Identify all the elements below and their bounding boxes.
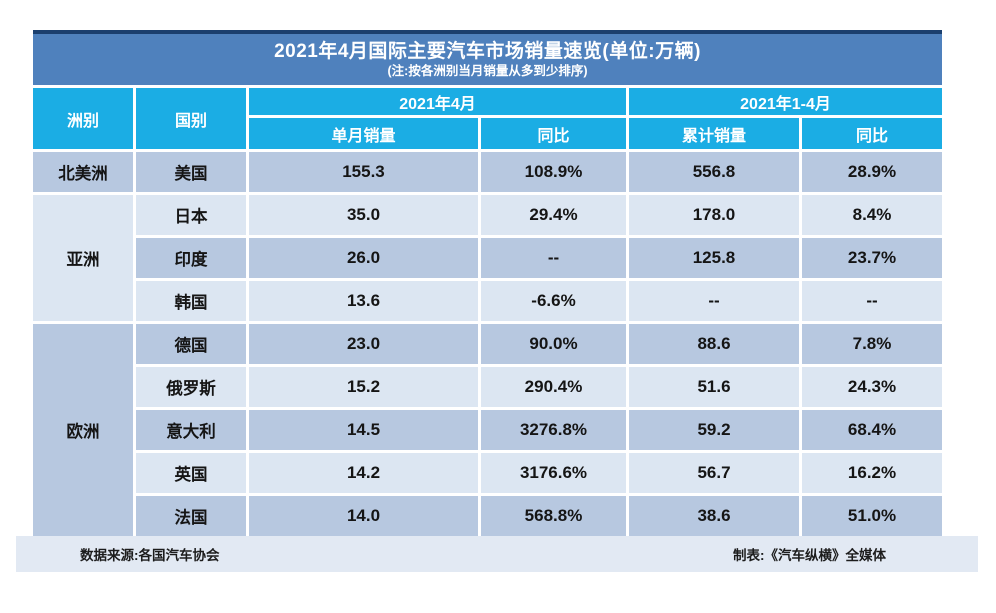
cell-country: 韩国 [136,281,246,321]
cell-monthly-sales: 14.0 [249,496,478,536]
cell-country: 印度 [136,238,246,278]
cell-cumulative-yoy: -- [802,281,943,321]
cell-monthly-yoy: 29.4% [481,195,626,235]
cell-cumulative-yoy: 68.4% [802,410,943,450]
col-header-cumulative-yoy: 同比 [802,118,943,149]
cell-country: 法国 [136,496,246,536]
cell-cumulative-sales: 38.6 [629,496,799,536]
col-group-april: 2021年4月 [249,88,626,115]
cell-continent: 欧洲 [33,324,133,536]
table-row: 意大利 14.5 3276.8% 59.2 68.4% [33,410,943,450]
cell-monthly-sales: 155.3 [249,152,478,192]
table-row: 北美洲 美国 155.3 108.9% 556.8 28.9% [33,152,943,192]
cell-continent: 北美洲 [33,152,133,192]
table-row: 法国 14.0 568.8% 38.6 51.0% [33,496,943,536]
cell-cumulative-sales: 556.8 [629,152,799,192]
sales-table: 洲别 国别 2021年4月 2021年1-4月 单月销量 同比 累计销量 同比 … [30,85,946,539]
cell-monthly-sales: 14.2 [249,453,478,493]
col-header-cumulative-sales: 累计销量 [629,118,799,149]
cell-cumulative-sales: 59.2 [629,410,799,450]
cell-country: 美国 [136,152,246,192]
table-row: 亚洲 日本 35.0 29.4% 178.0 8.4% [33,195,943,321]
col-header-monthly-sales: 单月销量 [249,118,478,149]
col-header-monthly-yoy: 同比 [481,118,626,149]
cell-monthly-sales: 26.0 [249,238,478,278]
cell-monthly-yoy: -6.6% [481,281,626,321]
cell-cumulative-sales: 125.8 [629,238,799,278]
cell-cumulative-yoy: 16.2% [802,453,943,493]
cell-cumulative-sales: 51.6 [629,367,799,407]
cell-cumulative-yoy: 51.0% [802,496,943,536]
cell-cumulative-yoy: 28.9% [802,152,943,192]
sales-table-wrap: 洲别 国别 2021年4月 2021年1-4月 单月销量 同比 累计销量 同比 … [30,85,946,539]
table-row: 俄罗斯 15.2 290.4% 51.6 24.3% [33,367,943,407]
cell-monthly-sales: 15.2 [249,367,478,407]
cell-country: 德国 [136,324,246,364]
table-row: 韩国 13.6 -6.6% -- -- [33,281,943,321]
cell-monthly-yoy: 290.4% [481,367,626,407]
cell-cumulative-sales: 88.6 [629,324,799,364]
cell-monthly-yoy: 90.0% [481,324,626,364]
col-header-country: 国别 [136,88,246,149]
cell-cumulative-yoy: 8.4% [802,195,943,235]
cell-monthly-sales: 35.0 [249,195,478,235]
table-row: 欧洲 德国 23.0 90.0% 88.6 7.8% [33,324,943,536]
cell-country: 英国 [136,453,246,493]
cell-monthly-sales: 13.6 [249,281,478,321]
header-row-groups: 洲别 国别 2021年4月 2021年1-4月 [33,88,943,149]
cell-cumulative-sales: 178.0 [629,195,799,235]
cell-monthly-yoy: -- [481,238,626,278]
cell-monthly-sales: 23.0 [249,324,478,364]
col-header-continent: 洲别 [33,88,133,149]
header-row-sub: 单月销量 同比 累计销量 同比 [33,118,943,149]
cell-country: 俄罗斯 [136,367,246,407]
cell-cumulative-sales: 56.7 [629,453,799,493]
table-title-bar: 2021年4月国际主要汽车市场销量速览(单位:万辆) (注:按各洲别当月销量从多… [33,30,942,85]
cell-monthly-yoy: 3276.8% [481,410,626,450]
cell-cumulative-yoy: 23.7% [802,238,943,278]
page-subtitle: (注:按各洲别当月销量从多到少排序) [387,64,588,79]
cell-monthly-yoy: 3176.6% [481,453,626,493]
cell-cumulative-sales: -- [629,281,799,321]
producer-note: 制表:《汽车纵横》全媒体 [733,548,886,563]
cell-monthly-yoy: 108.9% [481,152,626,192]
cell-cumulative-yoy: 24.3% [802,367,943,407]
cell-country: 意大利 [136,410,246,450]
cell-monthly-sales: 14.5 [249,410,478,450]
cell-country: 日本 [136,195,246,235]
page-title: 2021年4月国际主要汽车市场销量速览(单位:万辆) [274,40,701,62]
data-source-note: 数据来源:各国汽车协会 [80,548,220,563]
cell-cumulative-yoy: 7.8% [802,324,943,364]
footer-band: 数据来源:各国汽车协会 制表:《汽车纵横》全媒体 [16,536,978,572]
cell-continent: 亚洲 [33,195,133,321]
table-row: 印度 26.0 -- 125.8 23.7% [33,238,943,278]
cell-monthly-yoy: 568.8% [481,496,626,536]
col-group-ytd: 2021年1-4月 [629,88,943,115]
table-row: 英国 14.2 3176.6% 56.7 16.2% [33,453,943,493]
